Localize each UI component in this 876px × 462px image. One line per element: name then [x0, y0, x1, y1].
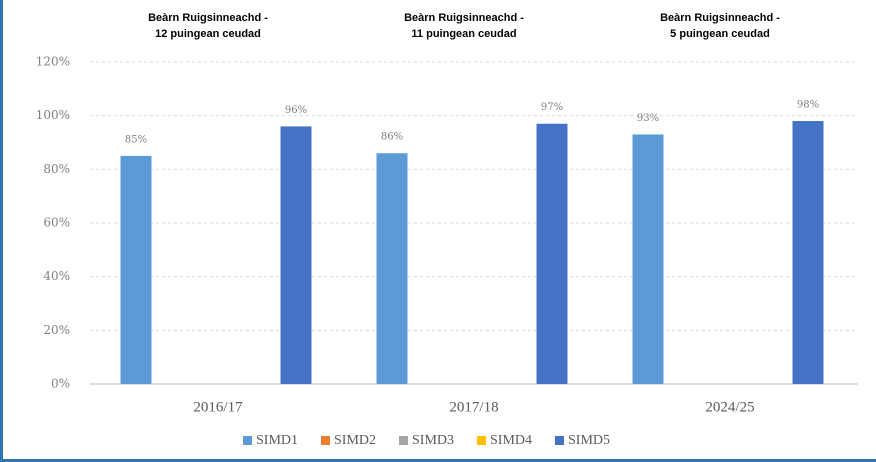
y-tick-label: 0%	[51, 377, 70, 391]
annotation: 11 puingean ceudad	[411, 28, 516, 40]
legend-label: SIMD4	[490, 433, 532, 448]
legend-label: SIMD3	[412, 433, 454, 448]
value-label: 98%	[797, 100, 819, 111]
legend-swatch	[477, 436, 486, 445]
y-tick-label: 80%	[43, 162, 70, 176]
y-tick-label: 40%	[43, 269, 70, 283]
bar	[120, 155, 152, 384]
annotation: Beàrn Ruigsinneachd -	[404, 12, 524, 24]
bar	[792, 121, 824, 385]
x-tick-label: 2016/17	[193, 399, 243, 415]
legend-swatch	[243, 436, 252, 445]
bar	[376, 153, 408, 384]
annotation: 12 puingean ceudad	[155, 28, 261, 40]
y-tick-label: 120%	[36, 55, 70, 69]
x-tick-label: 2024/25	[705, 399, 754, 415]
x-tick-label: 2017/18	[449, 399, 498, 415]
y-tick-label: 100%	[36, 108, 70, 122]
legend-label: SIMD1	[256, 433, 298, 448]
value-label: 93%	[637, 113, 659, 124]
bar	[280, 126, 312, 385]
bar	[536, 123, 568, 384]
y-tick-label: 20%	[43, 323, 70, 337]
legend-swatch	[321, 436, 330, 445]
value-label: 85%	[125, 134, 147, 145]
legend-label: SIMD2	[334, 433, 376, 448]
y-tick-label: 60%	[43, 216, 70, 230]
annotation: Beàrn Ruigsinneachd -	[148, 12, 268, 24]
bar	[632, 134, 664, 384]
annotation: 5 puingean ceudad	[670, 28, 770, 40]
annotation: Beàrn Ruigsinneachd -	[660, 12, 780, 24]
value-label: 97%	[541, 102, 563, 113]
legend-swatch	[399, 436, 408, 445]
value-label: 96%	[285, 105, 307, 116]
value-label: 86%	[381, 132, 403, 143]
legend-swatch	[555, 436, 564, 445]
legend-label: SIMD5	[568, 433, 610, 448]
